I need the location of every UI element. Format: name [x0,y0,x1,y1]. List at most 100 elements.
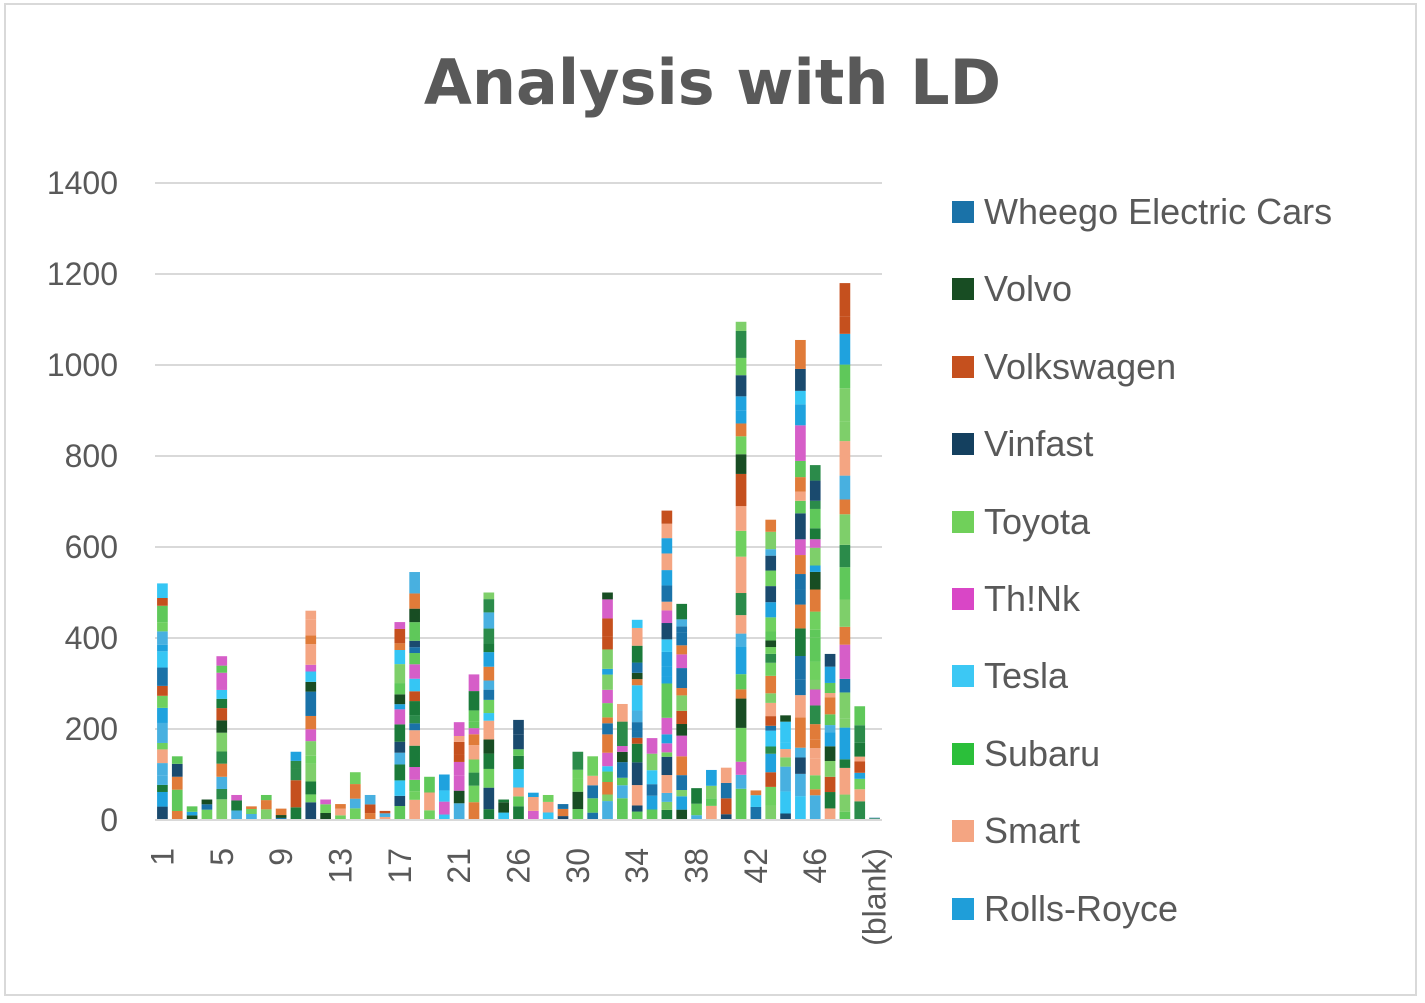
bar-segment [438,801,450,815]
bar-segment [602,674,613,690]
bar-segment [809,795,821,820]
y-tick-label: 1200 [47,256,118,292]
bar-segment [646,753,658,771]
bar-segment [691,788,702,804]
bar-segment [839,794,851,812]
bar-segment [750,806,762,820]
y-tick-label: 800 [65,438,118,474]
legend-swatch [952,665,974,688]
bar-segment [809,679,821,690]
bar-segment [513,806,524,820]
bar-segment [706,798,717,806]
bar-44 [780,715,791,820]
bar-segment [809,758,821,776]
bar-28 [542,794,554,820]
bar-segment [839,316,851,325]
bar-segment [735,788,747,820]
bar-segment [646,809,658,820]
bar-segment [795,747,806,758]
bar-segment [839,767,851,795]
bar-segment [171,763,183,777]
bar-segment [824,725,836,733]
bar-segment [438,814,450,820]
bar-segment [305,763,317,782]
bar-segment [394,628,406,644]
bar-segment [661,553,673,571]
bar-13 [335,804,346,820]
bar-segment [498,799,510,803]
bar-segment [839,644,851,679]
bar-segment [795,404,806,426]
bar-segment [157,742,168,750]
bar-segment [765,716,777,726]
legend-swatch [952,433,974,456]
bar-segment [839,283,851,317]
bar-39 [706,769,717,820]
bar-36 [661,510,673,820]
bar-14 [349,772,361,820]
bar-segment [809,611,821,630]
bar-segment [305,741,317,756]
bar-segment [676,654,688,669]
bar-12 [320,799,331,820]
bar-35 [646,738,658,820]
bar-segment [394,709,406,725]
bar-segment [735,454,747,474]
bar-segment [735,646,747,675]
bar-segment [765,772,777,787]
bar-segment [661,623,673,640]
bar-segment [676,724,688,736]
bar-segment [809,539,821,548]
bar-segment [854,772,866,779]
bar-segment [854,756,866,762]
bar-segment [631,731,643,738]
bar-20 [438,774,450,820]
bar-segment [468,745,480,760]
bar-9 [275,808,287,820]
bar-segment [839,811,851,820]
bar-segment [305,681,317,692]
bar-segment [646,770,658,785]
bar-segment [483,680,495,690]
bar-segment [453,761,465,776]
bar-segment [171,789,183,811]
bar-segment [602,649,613,669]
legend-item: Th!Nk [952,578,1080,619]
bar-segment [409,745,420,768]
bar-segment [765,753,777,773]
bar-segment [468,728,480,735]
bar-segment [809,547,821,566]
bar-segment [513,769,524,788]
bar-segment [483,733,495,740]
bar-segment [157,667,168,686]
bar-segment [839,759,851,768]
bar-18 [409,572,420,820]
bar-segment [809,528,821,540]
bar-15 [364,794,376,820]
bar-segment [157,806,168,820]
bar-segment [720,782,732,799]
bar-segment [364,794,376,805]
legend-item: Toyota [952,501,1090,542]
x-tick-label: 26 [501,848,537,884]
bar-31 [587,756,599,820]
bar-segment [631,645,643,663]
bar-segment [349,784,361,799]
bar-segment [780,742,791,750]
bar-segment [691,803,702,816]
bar-segment [157,791,168,807]
bar-segment [216,656,228,666]
bar-segment [483,612,495,629]
bar-segment [394,650,406,665]
bar-segment [854,742,866,757]
bar-segment [661,610,673,624]
bar-segment [557,816,569,820]
bar-segment [765,617,777,632]
bar-segment [631,743,643,763]
bar-segment [661,792,673,802]
y-tick-label: 1400 [47,165,118,201]
bar-segment [795,390,806,405]
bar-segment [394,683,406,695]
bar-segment [602,734,613,753]
bar-17 [394,622,406,820]
